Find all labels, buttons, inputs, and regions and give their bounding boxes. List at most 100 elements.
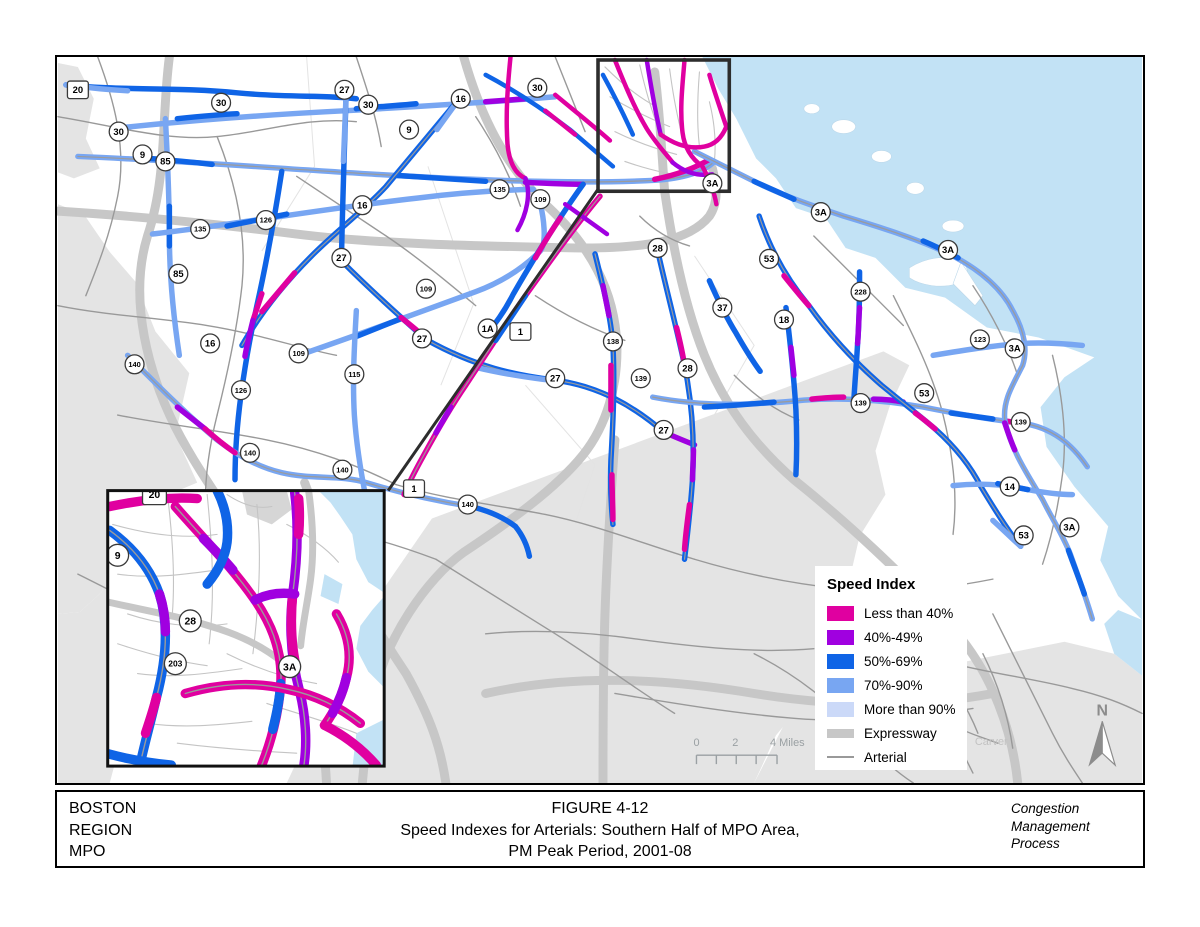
route-shield-28: 28 (677, 358, 698, 379)
svg-text:20: 20 (73, 85, 84, 96)
svg-text:109: 109 (420, 284, 432, 293)
route-shield-139: 139 (1010, 411, 1031, 433)
legend-label: 40%-49% (864, 629, 923, 645)
legend-swatch (827, 677, 854, 693)
legend-swatch (827, 629, 854, 645)
svg-text:9: 9 (115, 551, 121, 562)
svg-text:27: 27 (550, 374, 561, 385)
route-shield-85: 85 (155, 151, 176, 172)
svg-text:14: 14 (1004, 482, 1015, 493)
route-shield-27: 27 (334, 79, 355, 100)
speed-index-routes (63, 57, 1096, 622)
route-shield-16: 16 (200, 333, 221, 354)
north-arrow-right (1101, 721, 1117, 768)
legend-item-50-69-: 50%-69% (827, 649, 957, 673)
route-shield-27: 27 (545, 368, 566, 389)
svg-text:27: 27 (417, 334, 428, 345)
footer-organization: BOSTON REGION MPO (69, 798, 136, 863)
route-shield-30: 30 (358, 94, 379, 115)
svg-text:135: 135 (493, 185, 505, 194)
route-shield-30: 30 (210, 92, 232, 113)
svg-text:3A: 3A (1063, 523, 1075, 534)
route-shield-37: 37 (712, 297, 733, 318)
figure-subtitle: PM Peak Period, 2001-08 (508, 843, 692, 861)
inset-route-shields: 20 9 28 203 3A (107, 490, 302, 679)
svg-text:18: 18 (779, 315, 790, 326)
route-shield-115: 115 (344, 364, 365, 385)
map-legend: Speed Index Less than 40% 40%-49% 50%-69% 7… (815, 566, 967, 770)
svg-text:140: 140 (462, 500, 474, 509)
route-shield-85: 85 (168, 263, 189, 284)
legend-label: Expressway (864, 725, 937, 741)
water-areas (702, 57, 1143, 676)
svg-text:126: 126 (235, 386, 247, 395)
svg-text:3A: 3A (815, 207, 827, 218)
route-shield-3A: 3A (702, 173, 723, 194)
svg-text:9: 9 (140, 150, 145, 161)
scale-label-4-miles: 4 Miles (770, 737, 805, 749)
figure-footer: BOSTON REGION MPO FIGURE 4-12 Speed Inde… (55, 790, 1145, 868)
svg-text:140: 140 (128, 360, 140, 369)
svg-text:115: 115 (348, 370, 360, 379)
route-shield-9: 9 (107, 543, 130, 567)
svg-text:16: 16 (357, 200, 368, 211)
svg-text:53: 53 (764, 254, 775, 265)
svg-text:27: 27 (339, 85, 350, 96)
svg-text:139: 139 (635, 374, 647, 383)
legend-swatch (827, 653, 854, 669)
route-shield-139: 139 (850, 392, 871, 414)
route-shield-9: 9 (132, 144, 153, 165)
svg-text:16: 16 (205, 339, 216, 350)
route-shield-1: 1 (509, 322, 532, 341)
inset-leader-line (386, 188, 600, 492)
route-shield-28: 28 (178, 609, 202, 633)
town-label-carver: Carver (975, 736, 1008, 748)
svg-text:203: 203 (168, 659, 182, 669)
legend-items: Less than 40% 40%-49% 50%-69% 70%-90% More t… (827, 601, 957, 769)
svg-text:140: 140 (336, 465, 348, 474)
org-line: REGION (69, 821, 133, 839)
legend-item-40-49-: 40%-49% (827, 625, 957, 649)
route-shield-109: 109 (530, 189, 551, 210)
route-shield-109: 109 (415, 278, 437, 299)
svg-text:139: 139 (854, 399, 866, 408)
svg-text:30: 30 (363, 100, 374, 111)
route-shield-53: 53 (1013, 525, 1034, 546)
svg-text:3A: 3A (1009, 344, 1021, 355)
legend-label: 70%-90% (864, 677, 923, 693)
inset-map: 20 9 28 203 3A (106, 489, 386, 768)
svg-text:37: 37 (717, 303, 728, 314)
route-shield-14: 14 (999, 476, 1020, 497)
legend-swatch (827, 756, 854, 758)
svg-text:30: 30 (113, 127, 124, 138)
program-line: Process (1011, 836, 1060, 852)
svg-text:20: 20 (149, 490, 161, 501)
svg-text:1: 1 (518, 327, 523, 338)
legend-item-less-than-40-: Less than 40% (827, 601, 957, 625)
legend-label: Less than 40% (864, 605, 954, 621)
route-shield-9: 9 (398, 119, 420, 140)
route-shield-18: 18 (773, 309, 795, 330)
scale-bar: 0 2 4 Miles (693, 737, 805, 765)
figure-title: Speed Indexes for Arterials: Southern Ha… (400, 821, 800, 839)
route-shield-140: 140 (332, 459, 353, 480)
route-shields: 20 30 9 85 30 27 30 9 16 30 135 126 16 27 85 135 109 109 2… (66, 77, 1080, 546)
legend-swatch (827, 701, 854, 717)
scale-label-0: 0 (693, 737, 699, 749)
route-shield-135: 135 (190, 218, 211, 240)
svg-text:3A: 3A (942, 245, 954, 256)
route-shield-3A: 3A (278, 655, 302, 679)
figure-title-block: FIGURE 4-12 Speed Indexes for Arterials:… (57, 798, 1143, 863)
svg-text:1A: 1A (482, 324, 494, 335)
legend-item-arterial: Arterial (827, 745, 957, 769)
route-shield-140: 140 (239, 442, 261, 463)
svg-text:139: 139 (1014, 418, 1026, 427)
legend-item-more-than-90-: More than 90% (827, 697, 957, 721)
route-shield-123: 123 (969, 329, 991, 350)
svg-text:53: 53 (919, 388, 930, 399)
svg-text:85: 85 (160, 157, 171, 168)
svg-text:3A: 3A (706, 179, 718, 190)
svg-text:123: 123 (974, 335, 986, 344)
svg-text:9: 9 (406, 125, 411, 136)
